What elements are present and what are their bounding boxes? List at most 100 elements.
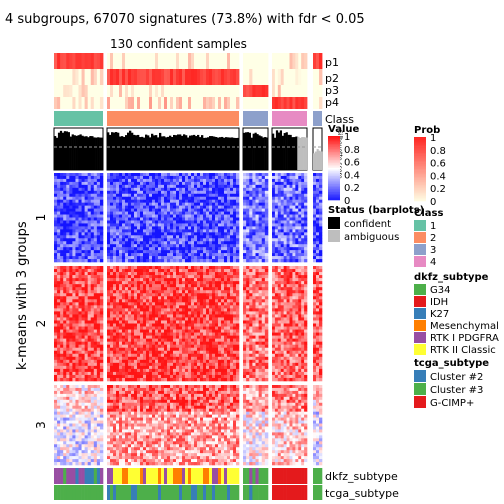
- heatmap-cell: [96, 196, 101, 200]
- heatmap-cell: [161, 317, 165, 321]
- heatmap-cell: [206, 232, 210, 236]
- heatmap-cell: [122, 335, 126, 339]
- heatmap-cell: [283, 196, 287, 200]
- heatmap-cell: [170, 317, 174, 321]
- prob-cell: [304, 69, 308, 85]
- heatmap-cell: [87, 199, 92, 203]
- heatmap-cell: [125, 326, 129, 330]
- heatmap-cell: [161, 347, 165, 352]
- heatmap-cell: [203, 314, 207, 318]
- heatmap-cell: [221, 299, 225, 303]
- heatmap-cell: [116, 229, 120, 233]
- prob-cell: [96, 69, 101, 85]
- heatmap-cell: [206, 238, 210, 242]
- heatmap-cell: [125, 329, 129, 333]
- heatmap-cell: [230, 229, 234, 233]
- heatmap-cell: [209, 323, 213, 327]
- heatmap-cell: [215, 193, 219, 198]
- heatmap-cell: [158, 184, 162, 189]
- silhouette-bar: [219, 137, 222, 170]
- silhouette-bar: [101, 137, 104, 170]
- heatmap-cell: [119, 302, 123, 306]
- heatmap-cell: [116, 220, 120, 224]
- heatmap-cell: [140, 308, 144, 312]
- heatmap-cell: [197, 281, 201, 285]
- heatmap-cell: [261, 217, 266, 221]
- heatmap-cell: [87, 308, 92, 312]
- heatmap-cell: [227, 332, 231, 336]
- heatmap-cell: [140, 278, 144, 282]
- heatmap-cell: [81, 356, 85, 361]
- heatmap-cell: [179, 220, 183, 224]
- heatmap-cell: [243, 229, 247, 233]
- heatmap-cell: [63, 266, 67, 270]
- heatmap-cell: [158, 232, 162, 236]
- heatmap-cell: [215, 175, 219, 180]
- heatmap-cell: [212, 341, 216, 345]
- heatmap-cell: [54, 220, 58, 224]
- heatmap-cell: [233, 320, 237, 324]
- prob-cell: [137, 97, 141, 109]
- heatmap-cell: [200, 332, 204, 336]
- heatmap-cell: [236, 359, 240, 364]
- heatmap-cell: [113, 187, 117, 192]
- prob-cell: [194, 69, 198, 85]
- heatmap-cell: [54, 365, 58, 370]
- prob-cell: [152, 97, 156, 109]
- heatmap-cell: [272, 232, 276, 236]
- heatmap-cell: [116, 181, 120, 186]
- heatmap-cell: [161, 173, 165, 177]
- heatmap-cell: [54, 175, 58, 180]
- heatmap-cell: [149, 196, 153, 200]
- heatmap-cell: [113, 314, 117, 318]
- heatmap-cell: [125, 241, 129, 245]
- heatmap-cell: [212, 302, 216, 306]
- heatmap-cell: [179, 308, 183, 312]
- heatmap-cell: [301, 175, 305, 180]
- heatmap-cell: [164, 275, 168, 279]
- prob-cell: [261, 53, 266, 69]
- heatmap-cell: [119, 259, 123, 263]
- heatmap-cell: [158, 299, 162, 303]
- heatmap-cell: [203, 326, 207, 330]
- silhouette-bar: [63, 131, 67, 170]
- heatmap-cell: [173, 299, 177, 303]
- heatmap-cell: [75, 211, 79, 215]
- prob-cell: [261, 97, 266, 109]
- heatmap-cell: [215, 244, 219, 248]
- heatmap-cell: [152, 190, 156, 195]
- silhouette-bar: [223, 137, 226, 170]
- heatmap-cell: [152, 178, 156, 183]
- heatmap-cell: [93, 187, 98, 192]
- heatmap-cell: [66, 305, 70, 309]
- heatmap-cell: [212, 241, 216, 245]
- heatmap-cell: [113, 202, 117, 206]
- heatmap-cell: [90, 311, 95, 315]
- silhouette-bar: [195, 136, 198, 170]
- heatmap-cell: [167, 232, 171, 236]
- heatmap-cell: [197, 178, 201, 183]
- heatmap-cell: [264, 184, 269, 189]
- heatmap-cell: [110, 193, 114, 198]
- heatmap-cell: [131, 175, 135, 180]
- heatmap-cell: [233, 302, 237, 306]
- heatmap-cell: [131, 190, 135, 195]
- silhouette-bar: [193, 134, 196, 170]
- heatmap-cell: [209, 259, 213, 263]
- silhouette-bar: [266, 137, 269, 170]
- heatmap-cell: [134, 308, 138, 312]
- heatmap-cell: [215, 181, 219, 186]
- silhouette-bar: [243, 132, 246, 170]
- heatmap-cell: [140, 269, 144, 273]
- heatmap-cell: [158, 359, 162, 364]
- heatmap-cell: [96, 244, 101, 248]
- heatmap-cell: [96, 223, 101, 227]
- heatmap-cell: [99, 178, 104, 183]
- heatmap-cell: [96, 335, 101, 339]
- heatmap-cell: [113, 311, 117, 315]
- heatmap-cell: [261, 173, 266, 177]
- silhouette-bar: [179, 134, 182, 170]
- heatmap-cell: [164, 223, 168, 227]
- heatmap-cell: [185, 199, 189, 203]
- heatmap-cell: [99, 196, 104, 200]
